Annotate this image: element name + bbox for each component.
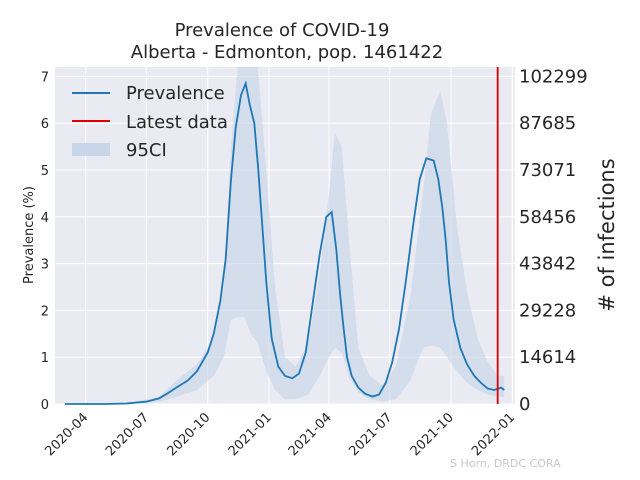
left-y-tick-6: 6	[41, 117, 49, 132]
x-tick-2: 2020-10	[164, 410, 213, 459]
legend-prevalence-label: Prevalence	[126, 83, 225, 104]
legend-ci-swatch	[72, 143, 110, 156]
left-y-tick-7: 7	[41, 70, 49, 85]
ci-band	[65, 67, 505, 404]
left-y-tick-4: 4	[41, 211, 49, 226]
right-y-tick-4: 58456	[519, 207, 576, 228]
x-tick-0: 2020-04	[42, 410, 91, 459]
left-y-tick-0: 0	[41, 398, 49, 413]
x-tick-6: 2021-10	[408, 410, 457, 459]
x-tick-7: 2022-01	[469, 410, 518, 459]
right-y-tick-5: 73071	[519, 160, 576, 181]
prevalence-line	[65, 80, 505, 405]
left-y-ticks: 0 1 2 3 4 5 6 7	[41, 70, 49, 413]
left-y-tick-1: 1	[41, 351, 49, 366]
legend-ci-label: 95CI	[126, 140, 167, 161]
credit-text: S Horn, DRDC CORA	[450, 457, 561, 470]
right-y-tick-7: 102299	[519, 66, 588, 87]
left-y-axis-label: Prevalence (%)	[22, 186, 37, 284]
x-tick-3: 2021-01	[226, 410, 275, 459]
left-y-tick-5: 5	[41, 164, 49, 179]
x-ticks: 2020-04 2020-07 2020-10 2021-01 2021-04 2021-…	[42, 410, 518, 459]
right-y-tick-6: 87685	[519, 113, 576, 134]
right-y-tick-1: 14614	[519, 347, 576, 368]
right-y-tick-2: 29228	[519, 300, 576, 321]
chart-subtitle: Alberta - Edmonton, pop. 1461422	[131, 42, 443, 63]
right-y-ticks: 0 14614 29228 43842 58456 73071 87685 102299	[519, 66, 588, 415]
left-y-tick-2: 2	[41, 304, 49, 319]
left-y-tick-3: 3	[41, 258, 49, 273]
x-tick-4: 2021-04	[286, 410, 335, 459]
right-y-tick-3: 43842	[519, 254, 576, 275]
right-y-axis-label: # of infections	[595, 158, 619, 311]
x-tick-1: 2020-07	[103, 410, 152, 459]
chart-title: Prevalence of COVID-19	[175, 20, 390, 41]
right-y-tick-0: 0	[519, 394, 530, 415]
x-tick-5: 2021-07	[346, 410, 395, 459]
legend-latest-label: Latest data	[126, 112, 228, 133]
legend: Prevalence Latest data 95CI	[72, 83, 228, 161]
